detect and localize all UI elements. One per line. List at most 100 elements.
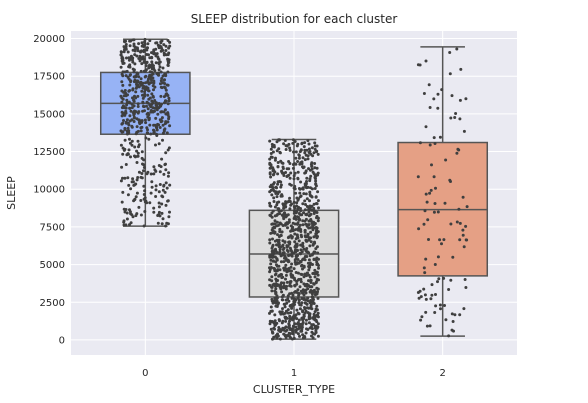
- data-point: [317, 206, 320, 210]
- data-point: [132, 42, 136, 46]
- data-point: [311, 242, 315, 246]
- data-point: [143, 109, 146, 113]
- data-point: [432, 210, 436, 214]
- data-point: [295, 280, 299, 283]
- data-point: [457, 207, 461, 211]
- data-point: [145, 61, 148, 65]
- data-point: [142, 197, 146, 201]
- data-point: [284, 335, 288, 339]
- data-point: [310, 195, 314, 199]
- data-point: [293, 322, 297, 326]
- data-point: [140, 150, 144, 154]
- data-point: [303, 234, 307, 238]
- data-point: [136, 176, 140, 179]
- data-point: [135, 85, 139, 89]
- data-point: [163, 163, 167, 167]
- data-point: [168, 183, 172, 187]
- data-point: [450, 328, 454, 332]
- data-point: [437, 277, 441, 281]
- data-point: [270, 285, 274, 289]
- data-point: [279, 209, 283, 213]
- data-point: [419, 295, 423, 299]
- data-point: [281, 171, 284, 175]
- data-point: [301, 258, 305, 262]
- data-point: [153, 69, 157, 73]
- data-point: [141, 55, 145, 59]
- points-cluster-1: [268, 138, 320, 341]
- data-point: [144, 64, 148, 68]
- data-point: [149, 132, 153, 136]
- data-point: [302, 293, 306, 297]
- data-point: [284, 315, 288, 319]
- data-point: [436, 210, 440, 214]
- data-point: [291, 303, 295, 307]
- data-point: [303, 208, 307, 212]
- data-point: [294, 271, 298, 274]
- data-point: [157, 71, 160, 75]
- data-point: [308, 244, 312, 248]
- data-point: [459, 67, 463, 71]
- data-point: [154, 41, 158, 45]
- y-tick-label: 2500: [40, 298, 65, 309]
- data-point: [142, 163, 146, 167]
- data-point: [424, 257, 428, 261]
- data-point: [425, 200, 429, 204]
- data-point: [143, 37, 147, 41]
- data-point: [136, 129, 140, 133]
- data-point: [296, 160, 300, 163]
- data-point: [271, 169, 275, 173]
- data-point: [129, 155, 132, 159]
- data-point: [416, 175, 420, 179]
- data-point: [455, 47, 459, 51]
- data-point: [130, 124, 134, 128]
- data-point: [273, 327, 276, 331]
- data-point: [314, 182, 318, 186]
- data-point: [312, 312, 316, 316]
- data-point: [155, 52, 159, 56]
- data-point: [426, 218, 430, 222]
- data-point: [298, 285, 302, 289]
- data-point: [447, 288, 451, 291]
- data-point: [314, 314, 318, 318]
- data-point: [158, 105, 162, 108]
- data-point: [162, 43, 166, 47]
- data-point: [311, 154, 315, 158]
- data-point: [141, 100, 145, 104]
- data-point: [143, 118, 147, 122]
- data-point: [137, 145, 140, 149]
- y-tick-label: 17500: [33, 72, 65, 83]
- data-point: [306, 232, 310, 236]
- data-point: [166, 174, 170, 178]
- data-point: [148, 63, 152, 67]
- data-point: [434, 304, 438, 308]
- data-point: [418, 289, 422, 293]
- data-point: [290, 327, 294, 331]
- data-point: [155, 108, 159, 112]
- data-point: [288, 148, 292, 152]
- data-point: [168, 210, 171, 214]
- data-point: [301, 321, 305, 324]
- data-point: [289, 183, 293, 187]
- data-point: [281, 243, 285, 247]
- data-point: [166, 64, 170, 67]
- data-point: [268, 311, 271, 315]
- data-point: [271, 301, 275, 305]
- data-point: [167, 58, 171, 62]
- data-point: [132, 38, 136, 42]
- data-point: [305, 212, 309, 216]
- data-point: [166, 83, 170, 87]
- data-point: [312, 257, 316, 261]
- data-point: [310, 204, 314, 208]
- data-point: [294, 191, 298, 195]
- box-cluster-2: [397, 46, 489, 337]
- data-point: [464, 97, 468, 101]
- data-point: [274, 156, 277, 160]
- data-point: [313, 210, 317, 214]
- data-point: [314, 179, 318, 183]
- data-point: [161, 66, 165, 70]
- data-point: [422, 266, 426, 270]
- data-point: [155, 128, 159, 132]
- data-point: [442, 276, 446, 280]
- data-point: [279, 234, 283, 237]
- data-point: [287, 326, 291, 329]
